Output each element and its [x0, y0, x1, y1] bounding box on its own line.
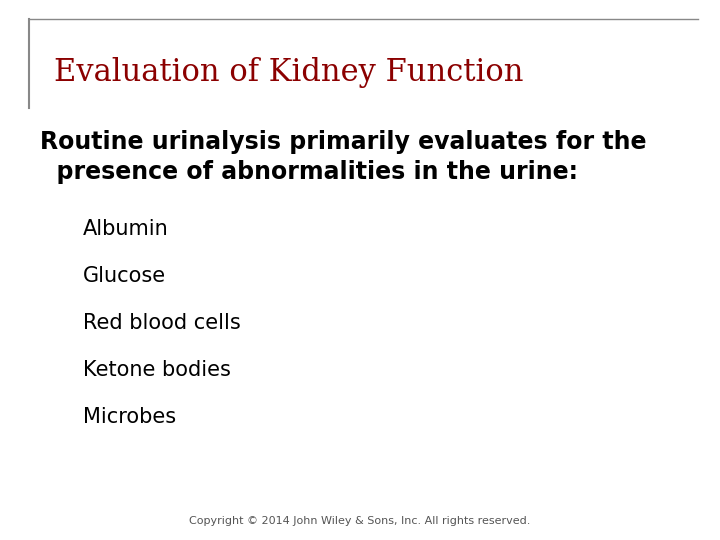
- Text: Glucose: Glucose: [83, 266, 166, 286]
- Text: Red blood cells: Red blood cells: [83, 313, 240, 333]
- Text: Microbes: Microbes: [83, 407, 176, 427]
- Text: Copyright © 2014 John Wiley & Sons, Inc. All rights reserved.: Copyright © 2014 John Wiley & Sons, Inc.…: [189, 516, 531, 526]
- Text: Evaluation of Kidney Function: Evaluation of Kidney Function: [54, 57, 523, 87]
- Text: Routine urinalysis primarily evaluates for the
  presence of abnormalities in th: Routine urinalysis primarily evaluates f…: [40, 130, 646, 184]
- Text: Ketone bodies: Ketone bodies: [83, 360, 230, 380]
- Text: Albumin: Albumin: [83, 219, 168, 239]
